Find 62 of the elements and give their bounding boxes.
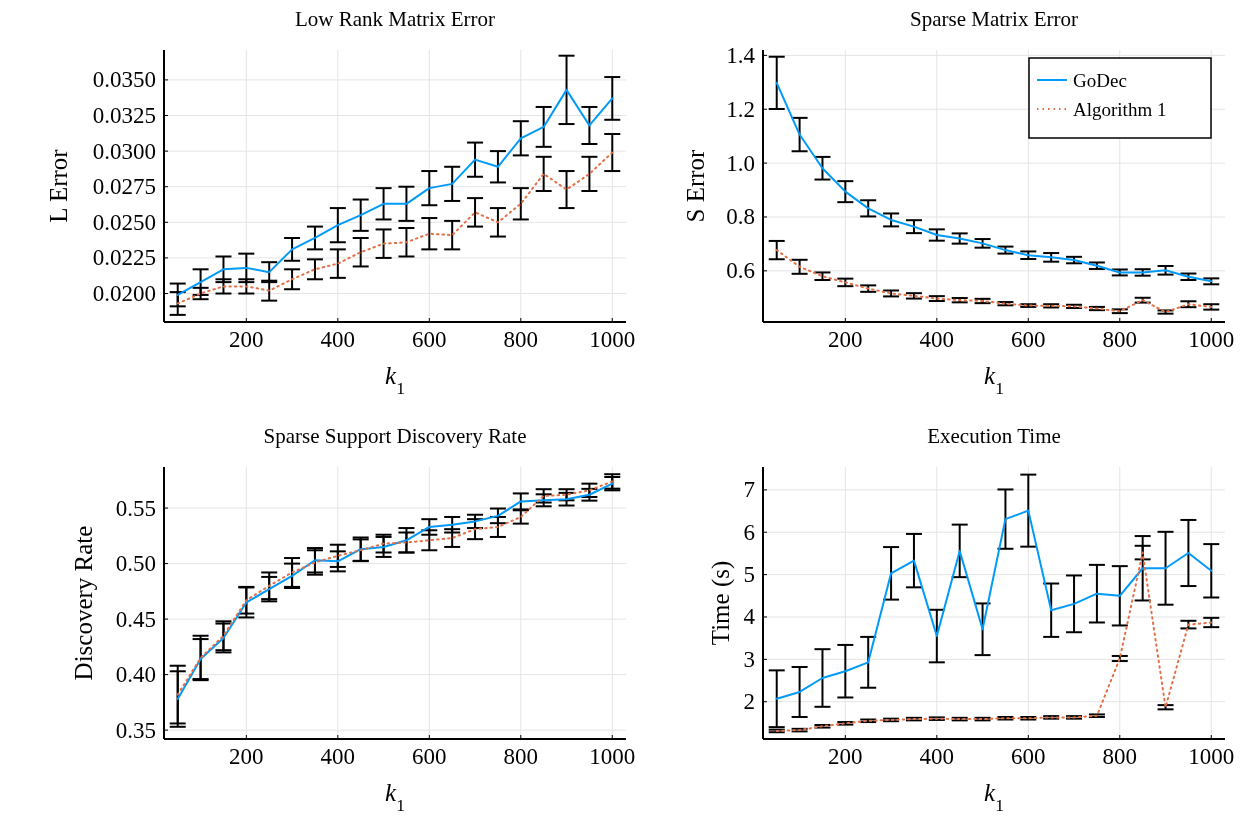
- y-axis-title: Discovery Rate: [70, 525, 97, 681]
- x-tick-label: 1000: [1188, 327, 1235, 352]
- line-series: [775, 249, 1213, 314]
- x-tick-label: 800: [503, 744, 539, 769]
- x-tick-label: 400: [919, 327, 955, 352]
- x-tick-label: 1000: [589, 744, 636, 769]
- y-tick-label: 1.0: [726, 150, 755, 176]
- y-tick-label: 0.55: [115, 495, 156, 521]
- x-tick-label: 600: [1011, 327, 1046, 352]
- y-tick-label: 0.50: [115, 551, 156, 577]
- y-tick-label: 0.0350: [92, 67, 156, 93]
- line-series: [775, 551, 1213, 732]
- x-axis-title: k$_{1}$: [385, 779, 405, 815]
- legend-label: Algorithm 1: [1073, 98, 1167, 120]
- chart-title: Execution Time: [927, 424, 1061, 448]
- legend-label: GoDec: [1073, 69, 1127, 91]
- y-tick-label: 0.40: [115, 662, 156, 688]
- x-axis-title: k$_{1}$: [984, 779, 1004, 815]
- y-axis-title: L Error: [45, 148, 72, 223]
- y-tick-label: 0.0250: [92, 209, 156, 235]
- x-tick-label: 800: [1102, 744, 1138, 769]
- x-tick-label: 800: [503, 327, 539, 352]
- line-series: [176, 88, 614, 296]
- y-tick-label: 0.6: [726, 258, 755, 284]
- y-tick-label: 1.4: [726, 42, 756, 68]
- x-tick-label: 600: [412, 744, 447, 769]
- y-tick-label: 7: [743, 477, 755, 503]
- line-series: [775, 509, 1213, 700]
- x-tick-label: 1000: [1188, 744, 1235, 769]
- chart-title: Low Rank Matrix Error: [294, 7, 496, 31]
- x-tick-label: 200: [828, 327, 863, 352]
- y-tick-label: 0.0200: [92, 281, 156, 307]
- x-tick-label: 800: [1102, 327, 1138, 352]
- y-axis-title: S Error: [681, 148, 709, 223]
- y-tick-label: 6: [743, 519, 755, 545]
- y-tick-label: 5: [743, 562, 755, 588]
- x-tick-label: 400: [919, 744, 955, 769]
- x-tick-label: 400: [320, 327, 356, 352]
- y-tick-label: 0.0300: [92, 138, 156, 164]
- y-tick-label: 0.0325: [92, 103, 156, 129]
- x-tick-label: 400: [320, 744, 356, 769]
- y-tick-label: 0.8: [726, 204, 755, 230]
- x-tick-label: 200: [229, 327, 264, 352]
- line-series: [176, 151, 614, 305]
- y-axis-title: Time (s): [706, 560, 735, 646]
- chart-title: Sparse Matrix Error: [910, 7, 1078, 31]
- x-tick-label: 1000: [589, 327, 636, 352]
- x-axis-title: k$_{1}$: [984, 362, 1004, 398]
- y-tick-label: 1.2: [726, 96, 755, 122]
- y-tick-label: 0.0275: [92, 174, 156, 200]
- y-tick-label: 0.35: [115, 717, 156, 743]
- x-tick-label: 200: [229, 744, 264, 769]
- x-tick-label: 200: [828, 744, 863, 769]
- x-tick-label: 600: [1011, 744, 1046, 769]
- y-tick-label: 0.0225: [92, 245, 156, 271]
- y-tick-label: 0.45: [115, 606, 156, 632]
- y-tick-label: 4: [743, 604, 756, 630]
- x-axis-title: k$_{1}$: [385, 362, 405, 398]
- x-tick-label: 600: [412, 327, 447, 352]
- y-tick-label: 3: [743, 646, 755, 672]
- chart-title: Sparse Support Discovery Rate: [263, 424, 527, 448]
- y-tick-label: 2: [743, 689, 755, 715]
